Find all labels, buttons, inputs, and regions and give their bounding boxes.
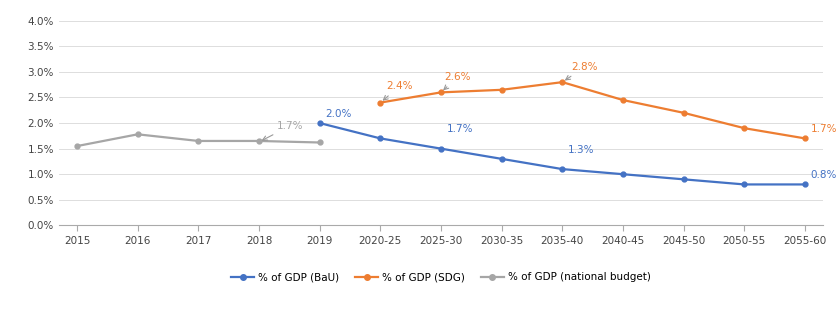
Text: 0.8%: 0.8% <box>811 170 837 180</box>
Text: 1.7%: 1.7% <box>447 124 473 134</box>
Text: 2.4%: 2.4% <box>383 81 413 100</box>
Text: 2.0%: 2.0% <box>325 109 352 119</box>
Legend: % of GDP (BaU), % of GDP (SDG), % of GDP (national budget): % of GDP (BaU), % of GDP (SDG), % of GDP… <box>227 268 655 287</box>
Text: 1.7%: 1.7% <box>811 124 837 134</box>
Text: 2.8%: 2.8% <box>565 62 598 80</box>
Text: 1.7%: 1.7% <box>263 121 304 140</box>
Text: 2.6%: 2.6% <box>444 72 470 90</box>
Text: 1.3%: 1.3% <box>568 145 595 155</box>
